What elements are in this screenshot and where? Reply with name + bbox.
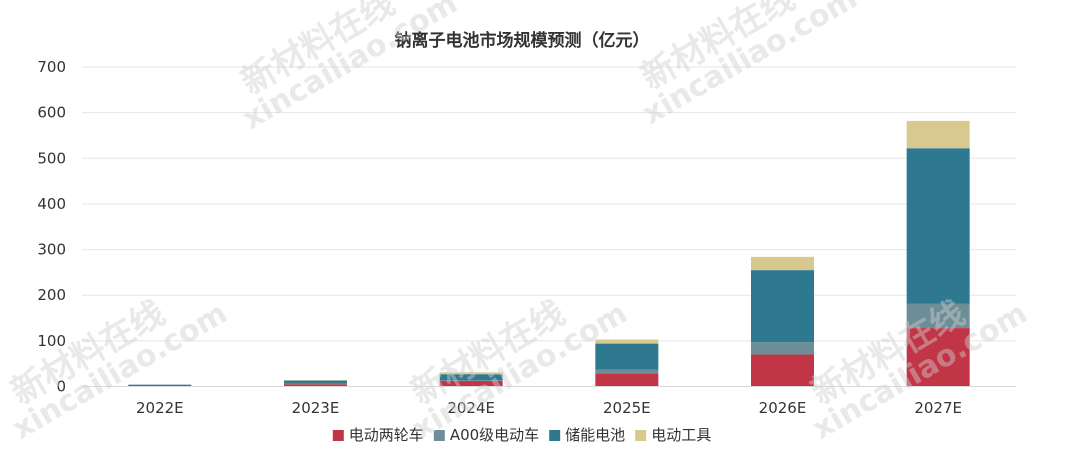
legend: 电动两轮车 A00级电动车 储能电池 电动工具 xyxy=(332,426,711,444)
legend-item-3: 储能电池 xyxy=(549,426,625,444)
y-tick-label: 300 xyxy=(37,241,66,259)
legend-label: A00级电动车 xyxy=(450,426,539,444)
x-tick-label: 2026E xyxy=(759,399,807,417)
bar-segment-1-2024E xyxy=(439,381,503,387)
legend-item-1: 电动两轮车 xyxy=(332,426,424,444)
y-tick-label: 700 xyxy=(37,58,66,76)
y-tick-label: 0 xyxy=(56,378,66,396)
legend-item-2: A00级电动车 xyxy=(433,426,539,444)
legend-item-4: 电动工具 xyxy=(635,426,711,444)
legend-swatch xyxy=(635,430,647,441)
bar-segment-1-2023E xyxy=(284,384,347,387)
bar-segment-2-2025E xyxy=(595,369,659,374)
y-tick-label: 500 xyxy=(37,149,66,167)
legend-label: 储能电池 xyxy=(565,426,625,444)
x-tick-label: 2027E xyxy=(914,399,962,417)
bar-segment-2-2026E xyxy=(751,342,814,355)
y-axis-ticks: 0 100 200 300 400 500 600 700 xyxy=(37,58,66,396)
bar-segment-4-2024E xyxy=(439,372,503,375)
bar-segment-1-2026E xyxy=(751,354,814,387)
y-tick-label: 600 xyxy=(37,104,66,122)
y-tick-label: 100 xyxy=(37,332,66,350)
bar-segment-1-2025E xyxy=(595,373,659,387)
bar-segment-3-2024E xyxy=(439,374,503,381)
bar-segment-3-2027E xyxy=(906,148,970,304)
legend-swatch xyxy=(433,430,445,441)
legend-label: 电动两轮车 xyxy=(349,426,424,444)
bar-segment-4-2026E xyxy=(751,256,814,271)
bar-segment-4-2027E xyxy=(906,120,970,149)
grid-lines xyxy=(82,66,1016,342)
x-tick-label: 2023E xyxy=(292,399,340,417)
x-axis-ticks: 2022E 2023E 2024E 2025E 2026E 2027E xyxy=(136,399,962,417)
x-tick-label: 2022E xyxy=(136,399,184,417)
bar-segment-3-2023E xyxy=(284,380,347,384)
legend-label: 电动工具 xyxy=(651,426,711,444)
bar-segment-3-2025E xyxy=(595,343,659,370)
x-tick-label: 2025E xyxy=(603,399,651,417)
bar-segment-4-2025E xyxy=(595,339,659,344)
bar-segment-2-2024E xyxy=(439,380,503,382)
legend-swatch xyxy=(332,430,344,441)
y-tick-label: 400 xyxy=(37,195,66,213)
x-tick-label: 2024E xyxy=(447,399,495,417)
bar-segment-3-2026E xyxy=(751,270,814,343)
bar-segment-1-2027E xyxy=(906,328,970,387)
chart-title: 钠离子电池市场规模预测（亿元） xyxy=(395,30,650,51)
bar-segment-2-2027E xyxy=(906,303,970,329)
bar-segment-3-2022E xyxy=(128,384,192,387)
bars xyxy=(128,120,970,387)
y-tick-label: 200 xyxy=(37,286,66,304)
legend-swatch xyxy=(549,430,561,441)
